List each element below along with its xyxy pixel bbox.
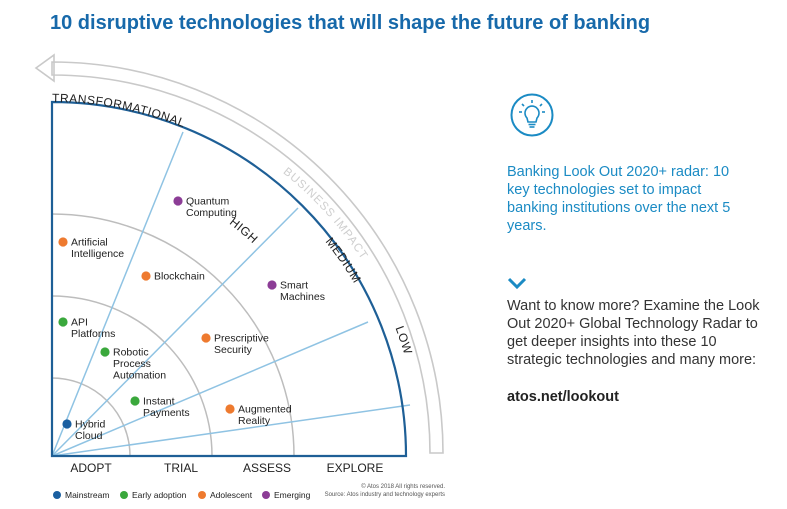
tech-label: Security (214, 344, 253, 356)
tech-dot (267, 280, 277, 290)
tech-label: Artificial (71, 237, 108, 249)
tech-dot (62, 419, 72, 429)
source-line: Source: Atos industry and technology exp… (324, 492, 445, 498)
legend-item-emerging: Emerging (262, 490, 311, 500)
tech-label: Blockchain (154, 271, 205, 283)
legend-dot (262, 491, 270, 499)
low-label: LOW (393, 324, 416, 356)
tech-label: Reality (238, 415, 271, 427)
ray-bottom (51, 404, 411, 457)
tech-dot (58, 237, 68, 247)
legend-item-early-adoption: Early adoption (120, 490, 187, 500)
copyright: © Atos 2018 All rights reserved. Source:… (310, 483, 445, 499)
legend-item-adolescent: Adolescent (198, 490, 253, 500)
tech-dot (100, 347, 110, 357)
legend-item-mainstream: Mainstream (53, 490, 109, 500)
tech-label: Cloud (75, 430, 103, 442)
stage-label-explore: EXPLORE (327, 461, 384, 475)
stage-label-adopt: ADOPT (70, 461, 112, 475)
tech-label: Robotic (113, 347, 149, 359)
tech-label: Hybrid (75, 419, 106, 431)
stage-label-trial: TRIAL (164, 461, 198, 475)
lookout-link[interactable]: atos.net/lookout (507, 389, 619, 405)
ring-assess (51, 213, 295, 457)
tech-label: Machines (280, 291, 325, 303)
tech-label: Payments (143, 407, 190, 419)
impact-arrow-head (34, 53, 55, 83)
tech-label: Smart (280, 280, 308, 292)
tech-label: Computing (186, 207, 237, 219)
high-label: HIGH (227, 215, 261, 247)
tech-dot (201, 333, 211, 343)
business-impact-label: BUSINESS IMPACT (281, 166, 370, 262)
legend-dot (53, 491, 61, 499)
legend-label: Adolescent (210, 490, 253, 500)
stage-labels: ADOPT TRIAL ASSESS EXPLORE (70, 461, 383, 475)
legend: Mainstream Early adoption Adolescent Emergi… (53, 490, 311, 500)
lightbulb-icon (510, 93, 554, 137)
tech-dot (225, 404, 235, 414)
ray-medium (51, 207, 299, 457)
tech-label: Intelligence (71, 248, 124, 260)
tech-label: Process (113, 358, 151, 370)
ray-high (51, 131, 184, 457)
tech-blockchain: Blockchain (141, 271, 205, 283)
legend-label: Early adoption (132, 490, 187, 500)
radar-description: Banking Look Out 2020+ radar: 10 key tec… (507, 164, 731, 234)
tech-label: Prescriptive (214, 333, 269, 345)
tech-dot (141, 271, 151, 281)
technology-radar: BUSINESS IMPACT TRANSFORMATIONAL HIGH ME… (34, 53, 444, 500)
tech-label: API (71, 317, 88, 329)
tech-label: Quantum (186, 196, 229, 208)
transformational-label: TRANSFORMATIONAL (52, 91, 187, 130)
tech-dot (130, 396, 140, 406)
tech-dot (58, 317, 68, 327)
more-info-text: Want to know more? Examine the Look Out … (507, 298, 760, 368)
tech-label: Augmented (238, 404, 292, 416)
page-title: 10 disruptive technologies that will sha… (50, 12, 651, 34)
legend-dot (120, 491, 128, 499)
legend-label: Emerging (274, 490, 311, 500)
legend-dot (198, 491, 206, 499)
tech-label: Automation (113, 370, 166, 382)
impact-arrow-band (51, 61, 444, 454)
ray-low (51, 321, 369, 457)
tech-label: Instant (143, 396, 175, 408)
radar-frame (50, 100, 408, 458)
legend-label: Mainstream (65, 490, 109, 500)
tech-label: Platforms (71, 328, 115, 340)
copyright-line: © Atos 2018 All rights reserved. (361, 484, 445, 490)
stage-label-assess: ASSESS (243, 461, 291, 475)
tech-dot (173, 196, 183, 206)
chevron-down-icon (507, 277, 527, 290)
